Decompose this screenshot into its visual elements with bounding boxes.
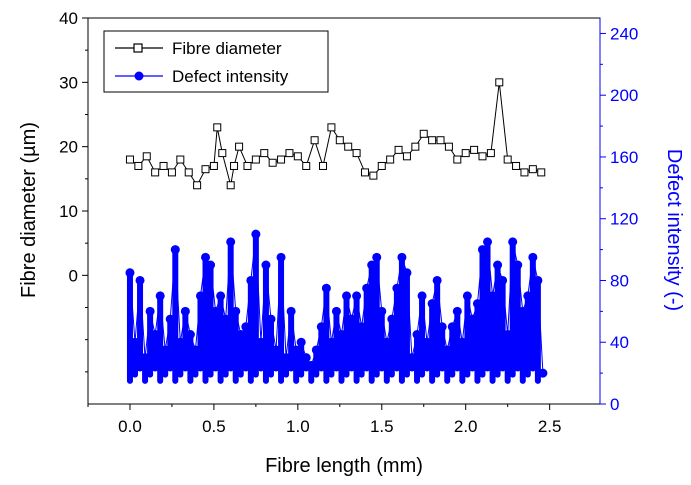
x-axis: 0.0 0.5 1.0 1.5 2.0 2.5 [87, 404, 562, 436]
y-left-tick-label: 10 [59, 202, 78, 221]
fibre-diameter-point [335, 136, 344, 145]
fibre-diameter-point [268, 158, 277, 167]
y-axis-left-label: Fibre diameter (µm) [18, 122, 40, 298]
fibre-diameter-point [528, 165, 537, 174]
fibre-diameter-point [134, 161, 143, 170]
legend: Fibre diameter Defect intensity [103, 30, 329, 93]
fibre-diameter-point [369, 171, 378, 180]
fibre-diameter-point [411, 142, 420, 151]
y-left-tick-label: 0 [69, 266, 78, 285]
x-tick-label: 2.0 [454, 417, 478, 436]
fibre-diameter-point [167, 168, 176, 177]
y-right-tick-label: 80 [610, 271, 629, 290]
fibre-diameter-point [402, 152, 411, 161]
y-right-tick-label: 200 [610, 86, 638, 105]
defect-intensity-line [129, 234, 544, 374]
fibre-diameter-point [251, 155, 260, 164]
fibre-diameter-point [243, 161, 252, 170]
x-tick-label: 2.5 [538, 417, 562, 436]
legend-label-fibre-diameter: Fibre diameter [172, 39, 282, 58]
fibre-diameter-point [209, 161, 218, 170]
fibre-diameter-point [436, 136, 445, 145]
fibre-diameter-point [327, 123, 336, 132]
fibre-diameter-point [218, 149, 227, 158]
fibre-diameter-point [213, 123, 222, 132]
legend-box [103, 30, 329, 93]
fibre-diameter-point [428, 136, 437, 145]
y-axis-right-label: Defect intensity (-) [663, 149, 685, 311]
y-axis-left: 0 10 20 30 40 [59, 9, 88, 373]
fibre-diameter-point [125, 155, 134, 164]
fibre-diameter-point [184, 168, 193, 177]
legend-marker-defect-intensity [134, 71, 144, 81]
y-left-tick-label: 40 [59, 9, 78, 28]
fibre-diameter-point [193, 181, 202, 190]
fibre-diameter-point [293, 152, 302, 161]
fibre-diameter-point [344, 142, 353, 151]
fibre-diameter-point [360, 168, 369, 177]
y-right-tick-label: 120 [610, 210, 638, 229]
fibre-diameter-point [285, 149, 294, 158]
fibre-diameter-point [394, 145, 403, 154]
y-right-tick-label: 40 [610, 333, 629, 352]
x-tick-label: 0.0 [118, 417, 142, 436]
fibre-diameter-point [461, 149, 470, 158]
fibre-diameter-series [125, 78, 546, 190]
legend-marker-fibre-diameter [133, 43, 143, 53]
y-axis-right: 0 40 80 120 160 200 240 [600, 24, 638, 414]
fibre-diameter-point [277, 155, 286, 164]
x-tick-label: 1.5 [370, 417, 394, 436]
fibre-diameter-point [470, 145, 479, 154]
y-right-tick-label: 160 [610, 148, 638, 167]
fibre-diameter-point [377, 161, 386, 170]
defect-intensity-series [125, 229, 548, 384]
y-right-tick-label: 0 [610, 395, 619, 414]
fibre-diameter-point [419, 129, 428, 138]
fibre-diameter-point [537, 168, 546, 177]
fibre-diameter-point [176, 155, 185, 164]
fibre-diameter-point [310, 136, 319, 145]
fibre-diameter-point [302, 161, 311, 170]
fibre-diameter-point [486, 149, 495, 158]
fibre-diameter-point [235, 142, 244, 151]
fibre-diameter-point [319, 161, 328, 170]
fibre-diameter-point [512, 161, 521, 170]
fibre-diameter-point [520, 168, 529, 177]
fibre-diameter-point [444, 142, 453, 151]
y-left-tick-label: 30 [59, 73, 78, 92]
fibre-diameter-point [226, 181, 235, 190]
x-tick-label: 1.0 [286, 417, 310, 436]
fibre-diameter-point [453, 155, 462, 164]
fibre-diameter-point [386, 155, 395, 164]
fibre-diameter-point [478, 152, 487, 161]
fibre-diameter-point [352, 149, 361, 158]
fibre-diameter-point [159, 161, 168, 170]
fibre-diameter-point [503, 155, 512, 164]
y-right-tick-label: 240 [610, 24, 638, 43]
fibre-diameter-line [129, 82, 542, 187]
x-axis-label: Fibre length (mm) [265, 455, 423, 477]
fibre-diameter-point [142, 152, 151, 161]
x-tick-label: 0.5 [202, 417, 226, 436]
fibre-diameter-point [151, 168, 160, 177]
fibre-diameter-point [260, 149, 269, 158]
fibre-diameter-point [230, 161, 239, 170]
legend-label-defect-intensity: Defect intensity [172, 67, 289, 86]
fibre-diameter-point [201, 165, 210, 174]
y-left-tick-label: 20 [59, 138, 78, 157]
fibre-diameter-point [495, 78, 504, 87]
